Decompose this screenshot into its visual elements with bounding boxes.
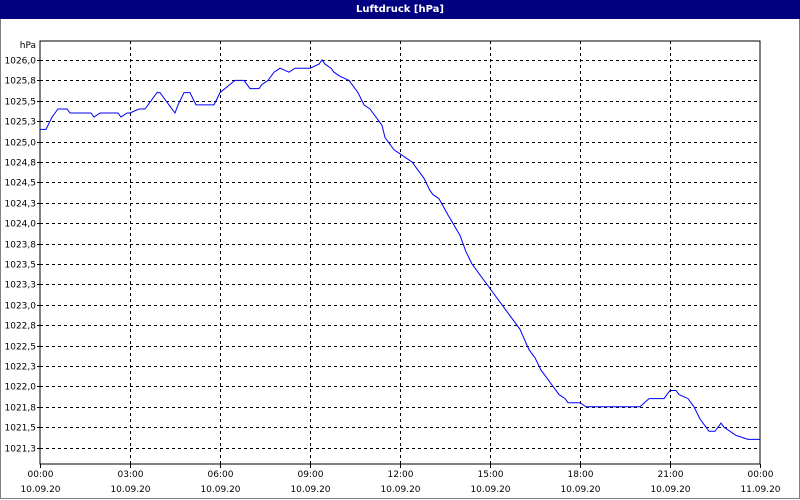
chart-title-bar: Luftdruck [hPa] [0, 0, 800, 19]
y-tick-label: 1025,8 [5, 77, 37, 87]
y-tick-label: 1023,8 [5, 241, 37, 251]
x-tick-time-label: 00:00 [28, 470, 54, 480]
y-tick-label: 1022,3 [5, 363, 37, 373]
x-tick-time-label: 00:00 [748, 470, 774, 480]
x-tick-date-label: 10.09.20 [20, 485, 60, 495]
x-tick-date-label: 10.09.20 [470, 485, 510, 495]
y-tick-label: 1024,0 [5, 220, 37, 230]
y-tick-label: 1024,5 [5, 179, 37, 189]
y-tick-label: 1024,3 [5, 200, 37, 210]
x-tick-time-label: 15:00 [478, 470, 504, 480]
x-tick-date-label: 10.09.20 [380, 485, 420, 495]
y-tick-label: 1022,8 [5, 322, 37, 332]
x-tick-time-label: 21:00 [658, 470, 684, 480]
x-tick-date-label: 10.09.20 [110, 485, 150, 495]
x-tick-time-label: 03:00 [118, 470, 144, 480]
x-tick-date-label: 10.09.20 [200, 485, 240, 495]
y-tick-label: 1023,3 [5, 281, 37, 291]
x-tick-date-label: 10.09.20 [290, 485, 330, 495]
x-tick-date-label: 11.09.20 [740, 485, 780, 495]
y-tick-label: 1025,5 [5, 98, 37, 108]
x-tick-time-label: 18:00 [568, 470, 594, 480]
pressure-line [40, 59, 760, 440]
y-tick-label: 1021,3 [5, 445, 37, 455]
x-tick-time-label: 12:00 [388, 470, 414, 480]
y-tick-label: 1026,0 [5, 57, 37, 67]
y-tick-label: 1025,0 [5, 139, 37, 149]
y-tick-label: 1022,0 [5, 383, 37, 393]
x-tick-time-label: 06:00 [208, 470, 234, 480]
y-axis-label: hPa [20, 41, 36, 51]
y-tick-label: 1025,3 [5, 118, 37, 128]
y-tick-label: 1021,5 [5, 424, 37, 434]
y-tick-label: 1022,5 [5, 343, 37, 353]
y-tick-label: 1023,0 [5, 302, 37, 312]
y-tick-label: 1024,8 [5, 159, 37, 169]
chart-title: Luftdruck [hPa] [356, 4, 444, 15]
x-tick-date-label: 10.09.20 [650, 485, 690, 495]
x-tick-date-label: 10.09.20 [560, 485, 600, 495]
x-tick-time-label: 09:00 [298, 470, 324, 480]
y-tick-label: 1023,5 [5, 261, 37, 271]
y-tick-label: 1021,8 [5, 404, 37, 414]
